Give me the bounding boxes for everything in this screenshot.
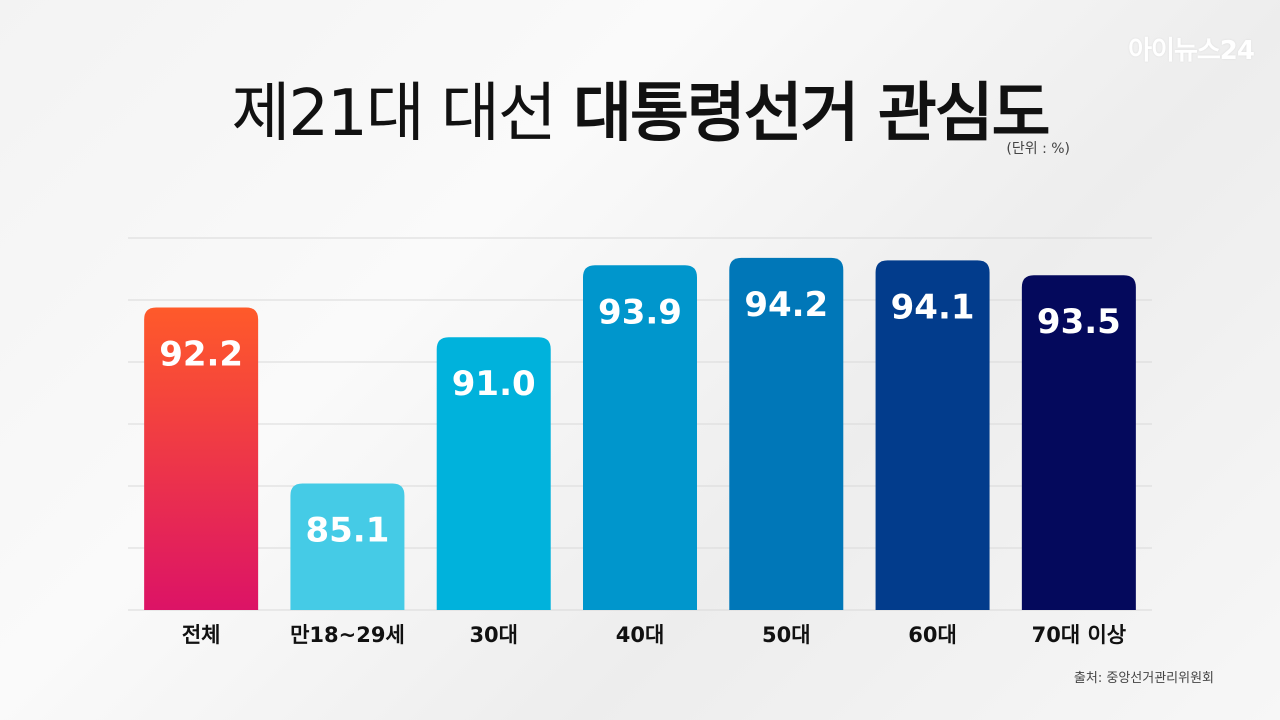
- watermark-logo: 아이뉴스24: [1128, 36, 1255, 66]
- value-label: 93.9: [598, 292, 682, 332]
- bar-5: [729, 257, 844, 610]
- value-label: 94.2: [744, 285, 828, 325]
- value-label: 93.5: [1037, 302, 1121, 342]
- value-label: 85.1: [305, 511, 389, 551]
- bar-7: [1021, 275, 1136, 610]
- category-label: 30대: [469, 623, 518, 647]
- source-note: 출처: 중앙선거관리위원회: [1073, 671, 1214, 686]
- unit-label: (단위 : %): [1006, 141, 1070, 157]
- bar-6: [875, 260, 990, 610]
- value-label: 91.0: [452, 364, 536, 404]
- category-label: 전체: [182, 623, 221, 647]
- category-label: 60대: [908, 623, 957, 647]
- value-label: 94.1: [891, 287, 975, 327]
- bar-1: [144, 307, 259, 610]
- bar-4: [583, 265, 697, 610]
- title-bold: 대통령선거 관심도: [573, 77, 1050, 151]
- value-label: 92.2: [159, 334, 243, 374]
- chart-title: 제21대 대선 대통령선거 관심도: [0, 62, 1280, 154]
- category-label: 만18~29세: [290, 623, 405, 647]
- category-label: 50대: [762, 623, 811, 647]
- category-label: 40대: [616, 623, 665, 647]
- category-label: 70대 이상: [1032, 623, 1127, 647]
- title-light: 제21대 대선: [231, 77, 557, 151]
- bar-3: [436, 337, 551, 610]
- bar-2: [290, 483, 405, 610]
